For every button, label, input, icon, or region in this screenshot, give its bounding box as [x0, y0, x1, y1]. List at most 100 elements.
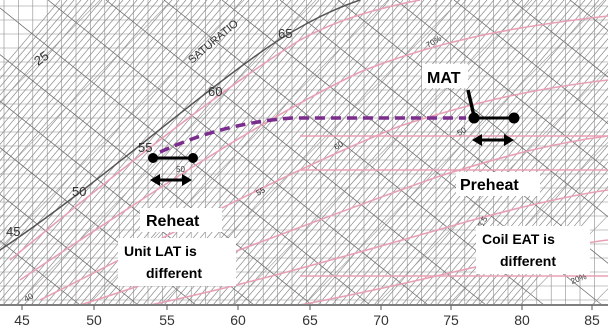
- grid-line-saturation: [0, 0, 201, 236]
- grid-line-saturation: [198, 0, 460, 306]
- grid-line-saturation: [366, 21, 608, 306]
- grid-line-saturation: [240, 0, 502, 306]
- preheat-label-box: [456, 172, 540, 196]
- grid-line-wetbulb: [0, 54, 313, 306]
- grid-line-saturation: [254, 0, 516, 306]
- grid-line-saturation: [415, 79, 608, 306]
- x-tick-label: 60: [230, 312, 246, 328]
- grid-line-enthalpy: [0, 0, 173, 176]
- grid-line-saturation: [219, 0, 481, 306]
- grid-line-saturation: [0, 0, 215, 252]
- rh-curve: [9, 0, 421, 261]
- coil-eat-box: [476, 226, 590, 274]
- saturation-curve: [0, 0, 361, 251]
- grid-line-saturation: [401, 62, 608, 306]
- grid-line-saturation: [0, 0, 180, 211]
- grid-line-saturation: [0, 0, 243, 285]
- grid-line-saturation: [0, 0, 194, 227]
- grid-line-saturation: [422, 87, 608, 306]
- grid-line-saturation: [0, 0, 229, 269]
- grid-line-saturation: [0, 0, 103, 121]
- unit-lat-line2: different: [146, 265, 202, 281]
- grid-line-saturation: [0, 0, 159, 186]
- grid-line-saturation: [261, 0, 523, 306]
- grid-line-saturation: [0, 0, 208, 244]
- rh-curve: [19, 15, 608, 281]
- grid-line-saturation: [0, 0, 89, 104]
- grid-line-saturation: [58, 0, 320, 306]
- grid-line-saturation: [0, 0, 222, 260]
- grid-line-saturation: [408, 71, 608, 306]
- grid-line-saturation: [345, 0, 607, 306]
- mat-label: MAT: [427, 70, 461, 87]
- grid-line-saturation: [2, 0, 264, 306]
- grid-line-saturation: [0, 0, 257, 301]
- grid-line-saturation: [282, 0, 544, 306]
- grid-line-saturation: [0, 0, 124, 145]
- grid-line-saturation: [226, 0, 488, 306]
- grid-line-saturation: [0, 0, 96, 112]
- grid-line-saturation: [324, 0, 586, 306]
- x-tick-label: 70: [373, 312, 389, 328]
- grid-line-saturation: [429, 95, 608, 306]
- preheat-label: Preheat: [460, 177, 519, 194]
- grid-line-saturation: [0, 0, 75, 88]
- grid-line-wetbulb: [0, 193, 139, 306]
- grid-line-saturation: [296, 0, 558, 306]
- label-65: 65: [278, 26, 292, 41]
- grid-line-saturation: [37, 0, 299, 306]
- grid-line-saturation: [0, 0, 250, 293]
- grid-line-saturation: [268, 0, 530, 306]
- grid-line-saturation: [303, 0, 565, 306]
- x-tick-label: 85: [584, 312, 600, 328]
- grid-line-saturation: [0, 0, 173, 203]
- mat-label-box: [422, 64, 468, 88]
- grid-line-saturation: [0, 0, 110, 129]
- x-axis-ticks: 45 50 55 60 65 70 75 80 85: [14, 305, 600, 328]
- grid-line-saturation: [387, 46, 608, 306]
- reheat-marker: [148, 153, 198, 163]
- grid-line-saturation: [338, 0, 600, 306]
- coil-eat-line2: different: [500, 253, 556, 269]
- x-tick-label: 45: [14, 312, 30, 328]
- label-45: 45: [6, 224, 20, 239]
- grid-line-saturation: [0, 0, 82, 96]
- reheat-label: Reheat: [146, 213, 200, 230]
- x-tick-label: 75: [443, 312, 459, 328]
- grid-line-enthalpy: [0, 0, 245, 249]
- label-55: 55: [138, 140, 152, 155]
- unit-lat-box: [118, 238, 236, 286]
- small-label-20pct: 20%: [570, 272, 588, 286]
- grid-line-saturation: [373, 29, 608, 306]
- x-tick-label: 65: [302, 312, 318, 328]
- grid-line-saturation: [72, 0, 334, 306]
- grid-line-wetbulb: [105, 0, 487, 306]
- grid-line-saturation: [0, 0, 68, 80]
- grid-line-saturation: [212, 0, 474, 306]
- grid-line-saturation: [0, 0, 187, 219]
- grid-line-saturation: [51, 0, 313, 306]
- grid-line-wetbulb: [453, 0, 608, 125]
- grid-line-wetbulb: [395, 0, 608, 171]
- grid-line-enthalpy: [0, 0, 101, 103]
- chart-grid: [0, 0, 608, 306]
- small-label-50: 50: [176, 165, 185, 174]
- grid-line-saturation: [289, 0, 551, 306]
- x-axis-band: [0, 304, 608, 330]
- unit-lat-line1: Unit LAT is: [124, 243, 197, 259]
- grid-line-saturation: [247, 0, 509, 306]
- grid-line-saturation: [0, 0, 131, 154]
- mat-marker: [466, 89, 520, 124]
- grid-line-wetbulb: [337, 0, 608, 218]
- grid-line-saturation: [9, 0, 271, 306]
- reheat-double-arrow: [150, 174, 192, 186]
- grid-line-saturation: [0, 0, 117, 137]
- grid-line-saturation: [359, 13, 608, 306]
- grid-line-wetbulb: [511, 0, 608, 78]
- grid-line-saturation: [275, 0, 537, 306]
- grid-line-saturation: [380, 38, 608, 306]
- grid-line-enthalpy: [231, 0, 533, 306]
- grid-line-saturation: [317, 0, 579, 306]
- grid-line-saturation: [0, 0, 152, 178]
- preheat-double-arrow: [472, 134, 514, 146]
